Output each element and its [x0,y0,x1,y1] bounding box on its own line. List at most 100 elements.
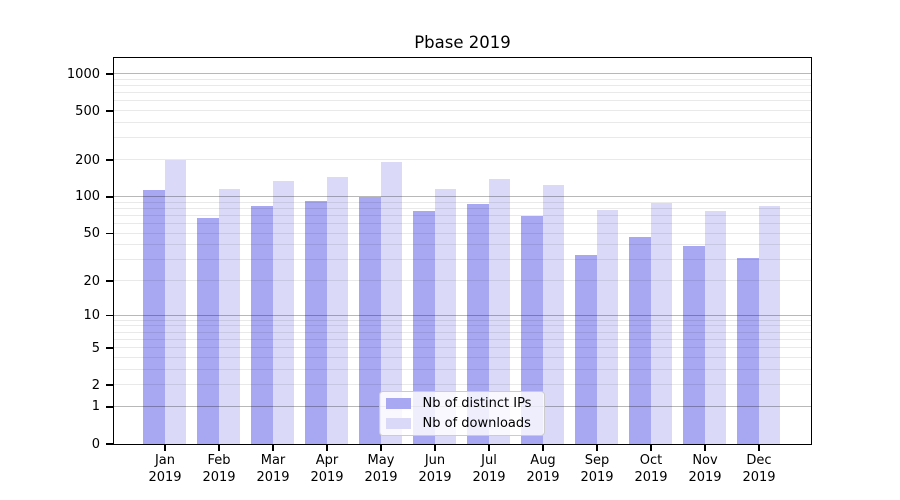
bar-downloads-mar [272,181,294,444]
bar-distinct-ips-feb [197,218,219,444]
y-tick-50 [106,232,113,235]
x-tick-label-jan: Jan 2019 [135,452,195,486]
x-tick-label-sep: Sep 2019 [567,452,627,486]
bar-downloads-may [380,161,402,444]
y-tick-label-100: 100 [75,189,100,205]
x-tick-apr [326,444,328,451]
gridline-minor-200 [113,159,811,161]
x-tick-jan [164,444,166,451]
month-year-feb: 2019 [202,470,236,485]
bar-distinct-ips-jan [143,189,165,444]
bar-distinct-ips-may [359,196,381,444]
x-tick-dec [758,444,760,451]
bar-distinct-ips-aug [521,216,543,444]
x-tick-label-oct: Oct 2019 [621,452,681,486]
gridline-minor-800 [113,85,811,87]
y-tick-label-1: 1 [91,399,100,415]
legend-item-downloads: Nb of downloads [385,415,538,432]
y-tick-label-50: 50 [83,226,100,242]
y-tick-label-200: 200 [75,152,100,168]
bar-downloads-dec [758,206,780,444]
month-name-oct: Oct [639,453,663,468]
chart-title: Pbase 2019 [414,33,511,52]
bar-distinct-ips-jul [467,204,489,444]
y-tick-1 [106,406,113,408]
month-year-aug: 2019 [526,470,560,485]
bar-distinct-ips-mar [251,205,273,444]
bar-downloads-jan [164,159,186,444]
y-tick-label-10: 10 [83,308,100,324]
gridline-minor-400 [113,122,811,124]
x-tick-label-apr: Apr 2019 [297,452,357,486]
month-name-aug: Aug [530,453,556,468]
y-tick-label-500: 500 [75,103,100,119]
y-tick-label-2: 2 [91,377,100,393]
y-tick-500 [106,110,113,112]
x-tick-feb [218,444,220,451]
month-name-apr: Apr [315,453,339,468]
x-tick-label-feb: Feb 2019 [189,452,249,486]
month-name-jul: Jul [481,453,497,468]
y-tick-label-1000: 1000 [66,66,100,82]
x-tick-sep [596,444,598,451]
month-name-mar: Mar [260,453,286,468]
bar-downloads-oct [650,203,672,444]
month-name-dec: Dec [746,453,772,468]
legend-item-distinct-ips: Nb of distinct IPs [385,395,538,412]
month-year-jan: 2019 [148,470,182,485]
plot-area: Nb of distinct IPs Nb of downloads [112,57,812,445]
y-tick-label-0: 0 [91,436,100,452]
x-tick-label-jul: Jul 2019 [459,452,519,486]
y-tick-200 [106,159,113,161]
x-tick-label-aug: Aug 2019 [513,452,573,486]
month-year-dec: 2019 [742,470,776,485]
month-year-oct: 2019 [634,470,668,485]
gridline-major-1000 [113,73,811,75]
gridline-minor-900 [113,78,811,80]
gridline-minor-700 [113,92,811,94]
legend-swatch-downloads [385,418,411,429]
x-tick-aug [542,444,544,451]
bar-distinct-ips-oct [629,237,651,444]
legend-label-downloads: Nb of downloads [422,416,531,431]
x-tick-mar [272,444,274,451]
month-name-jan: Jan [154,453,176,468]
x-tick-label-dec: Dec 2019 [729,452,789,486]
y-tick-20 [106,280,113,282]
bar-downloads-jun [434,188,456,444]
bar-distinct-ips-dec [737,257,759,444]
legend-label-distinct-ips: Nb of distinct IPs [422,396,532,411]
x-tick-label-jun: Jun 2019 [405,452,465,486]
legend-swatch-distinct-ips [385,398,411,409]
month-name-feb: Feb [207,453,231,468]
y-tick-10 [106,314,113,317]
gridline-minor-500 [113,110,811,112]
bar-distinct-ips-sep [575,254,597,444]
month-name-jun: Jun [424,453,446,468]
bar-distinct-ips-nov [683,246,705,444]
bar-downloads-feb [218,189,240,444]
bar-downloads-aug [542,184,564,444]
month-name-nov: Nov [692,453,718,468]
x-tick-oct [650,444,652,451]
gridline-minor-300 [113,137,811,139]
month-name-sep: Sep [584,453,610,468]
month-year-mar: 2019 [256,470,290,485]
legend: Nb of distinct IPs Nb of downloads [378,391,545,436]
x-tick-may [380,444,382,451]
month-name-may: May [367,453,395,468]
y-tick-label-5: 5 [91,340,100,356]
month-year-jun: 2019 [418,470,452,485]
month-year-jul: 2019 [472,470,506,485]
y-tick-100 [106,196,113,198]
month-year-may: 2019 [364,470,398,485]
bar-downloads-apr [326,177,348,444]
month-year-apr: 2019 [310,470,344,485]
y-tick-2 [106,384,113,386]
x-tick-label-mar: Mar 2019 [243,452,303,486]
y-tick-0 [106,443,113,445]
bar-downloads-nov [704,210,726,444]
bar-downloads-jul [488,178,510,444]
month-year-sep: 2019 [580,470,614,485]
